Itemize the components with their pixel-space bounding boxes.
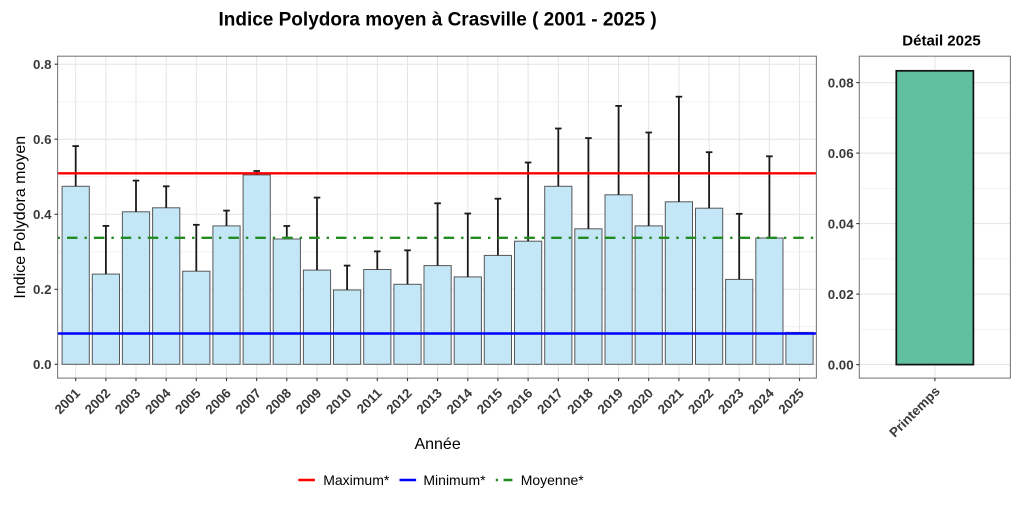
svg-text:Indice Polydora moyen: Indice Polydora moyen bbox=[12, 136, 29, 299]
svg-text:0.04: 0.04 bbox=[828, 216, 854, 231]
svg-text:0.0: 0.0 bbox=[33, 357, 52, 372]
svg-text:0.8: 0.8 bbox=[33, 57, 52, 72]
svg-text:0.6: 0.6 bbox=[33, 132, 52, 147]
svg-text:0.00: 0.00 bbox=[828, 357, 854, 372]
svg-text:0.02: 0.02 bbox=[828, 287, 854, 302]
svg-text:Indice Polydora moyen à Crasvi: Indice Polydora moyen à Crasville ( 2001… bbox=[218, 10, 656, 31]
svg-text:0.08: 0.08 bbox=[828, 75, 854, 90]
svg-text:0.2: 0.2 bbox=[33, 282, 52, 297]
svg-text:Minimum*: Minimum* bbox=[423, 472, 486, 488]
svg-text:Moyenne*: Moyenne* bbox=[521, 472, 585, 488]
svg-text:0.06: 0.06 bbox=[828, 146, 854, 161]
svg-text:Détail 2025: Détail 2025 bbox=[902, 33, 980, 50]
svg-text:Année: Année bbox=[414, 436, 460, 453]
svg-text:0.4: 0.4 bbox=[33, 207, 52, 222]
svg-text:Maximum*: Maximum* bbox=[323, 472, 390, 488]
